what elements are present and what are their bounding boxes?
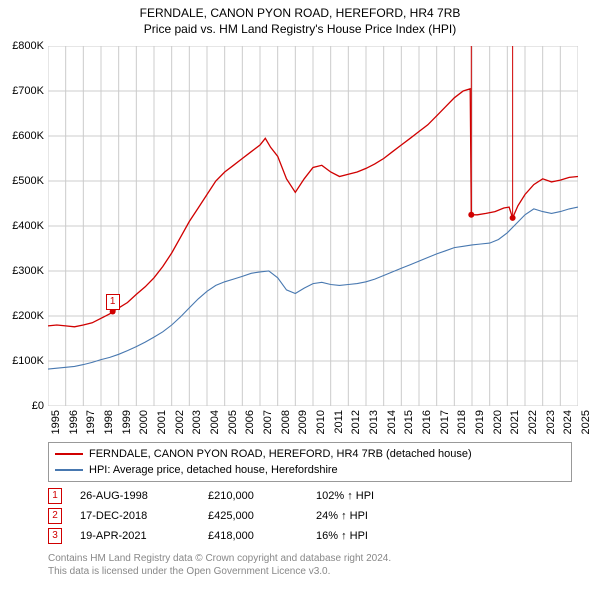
sale-date: 19-APR-2021 (80, 530, 190, 542)
y-axis-label: £300K (4, 265, 44, 277)
x-axis-label: 2004 (209, 410, 221, 440)
x-axis-label: 2011 (333, 410, 345, 440)
sale-date: 17-DEC-2018 (80, 510, 190, 522)
sale-row: 2 17-DEC-2018 £425,000 24% ↑ HPI (48, 508, 572, 524)
sale-marker-1: 1 (48, 488, 62, 504)
x-axis-label: 2005 (227, 410, 239, 440)
x-axis-label: 2012 (350, 410, 362, 440)
sale-marker-2: 2 (48, 508, 62, 524)
x-axis-label: 2016 (421, 410, 433, 440)
x-axis-label: 2014 (386, 410, 398, 440)
sales-table: 1 26-AUG-1998 £210,000 102% ↑ HPI 2 17-D… (48, 488, 572, 548)
x-axis-label: 2001 (156, 410, 168, 440)
sale-row: 3 19-APR-2021 £418,000 16% ↑ HPI (48, 528, 572, 544)
sale-price: £418,000 (208, 530, 298, 542)
legend: FERNDALE, CANON PYON ROAD, HEREFORD, HR4… (48, 442, 572, 482)
sale-pct: 16% ↑ HPI (316, 530, 416, 542)
attribution-line: Contains HM Land Registry data © Crown c… (48, 552, 572, 565)
x-axis-label: 1995 (50, 410, 62, 440)
x-axis-label: 1996 (68, 410, 80, 440)
legend-item: HPI: Average price, detached house, Here… (55, 462, 565, 478)
x-axis-label: 2022 (527, 410, 539, 440)
sale-price: £210,000 (208, 490, 298, 502)
legend-label: FERNDALE, CANON PYON ROAD, HEREFORD, HR4… (89, 446, 472, 462)
y-axis-label: £500K (4, 175, 44, 187)
y-axis-label: £600K (4, 130, 44, 142)
x-axis-label: 1998 (103, 410, 115, 440)
sale-marker-3: 3 (48, 528, 62, 544)
attribution: Contains HM Land Registry data © Crown c… (48, 552, 572, 578)
x-axis-label: 1999 (121, 410, 133, 440)
x-axis-label: 2009 (297, 410, 309, 440)
sale-date: 26-AUG-1998 (80, 490, 190, 502)
chart-marker-1: 1 (106, 294, 120, 310)
x-axis-label: 2020 (492, 410, 504, 440)
title-sub: Price paid vs. HM Land Registry's House … (0, 22, 600, 36)
x-axis-label: 2013 (368, 410, 380, 440)
x-axis-label: 2021 (509, 410, 521, 440)
x-axis-label: 2006 (244, 410, 256, 440)
title-main: FERNDALE, CANON PYON ROAD, HEREFORD, HR4… (0, 6, 600, 20)
x-axis-label: 2025 (580, 410, 592, 440)
chart-container: FERNDALE, CANON PYON ROAD, HEREFORD, HR4… (0, 0, 600, 590)
legend-item: FERNDALE, CANON PYON ROAD, HEREFORD, HR4… (55, 446, 565, 462)
sale-pct: 102% ↑ HPI (316, 490, 416, 502)
legend-swatch-series-1 (55, 453, 83, 455)
x-axis-label: 2008 (280, 410, 292, 440)
y-axis-label: £100K (4, 355, 44, 367)
chart-svg (48, 46, 578, 406)
y-axis-label: £0 (4, 400, 44, 412)
x-axis-label: 2002 (174, 410, 186, 440)
x-axis-label: 2000 (138, 410, 150, 440)
attribution-line: This data is licensed under the Open Gov… (48, 565, 572, 578)
legend-label: HPI: Average price, detached house, Here… (89, 462, 338, 478)
x-axis-label: 2003 (191, 410, 203, 440)
x-axis-label: 2018 (456, 410, 468, 440)
x-axis-label: 1997 (85, 410, 97, 440)
y-axis-label: £200K (4, 310, 44, 322)
x-axis-label: 2023 (545, 410, 557, 440)
chart-area: 123 (48, 46, 578, 406)
x-axis-label: 2019 (474, 410, 486, 440)
x-axis-label: 2007 (262, 410, 274, 440)
y-axis-label: £400K (4, 220, 44, 232)
x-axis-label: 2015 (403, 410, 415, 440)
y-axis-label: £800K (4, 40, 44, 52)
sale-price: £425,000 (208, 510, 298, 522)
x-axis-label: 2010 (315, 410, 327, 440)
y-axis-label: £700K (4, 85, 44, 97)
legend-swatch-series-2 (55, 469, 83, 471)
sale-pct: 24% ↑ HPI (316, 510, 416, 522)
x-axis-label: 2024 (562, 410, 574, 440)
sale-row: 1 26-AUG-1998 £210,000 102% ↑ HPI (48, 488, 572, 504)
titles: FERNDALE, CANON PYON ROAD, HEREFORD, HR4… (0, 0, 600, 36)
x-axis-label: 2017 (439, 410, 451, 440)
